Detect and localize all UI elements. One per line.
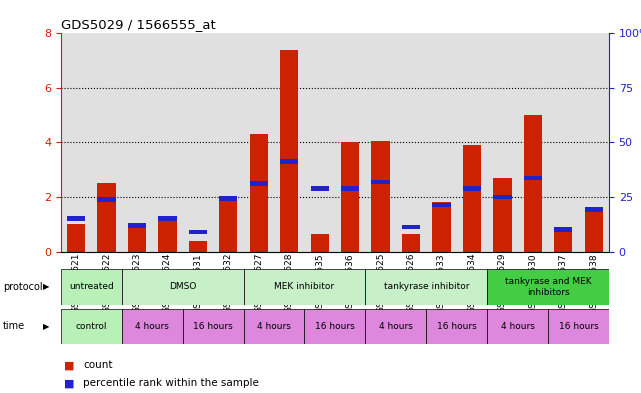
Bar [61, 309, 122, 344]
Bar [548, 33, 578, 252]
Bar [219, 196, 237, 252]
Bar [97, 184, 116, 252]
Bar [244, 269, 365, 305]
Bar [585, 207, 603, 211]
Text: 4 hours: 4 hours [257, 322, 291, 331]
Bar [371, 180, 390, 184]
Bar [341, 187, 359, 191]
Bar [463, 145, 481, 252]
Bar [280, 50, 298, 252]
Bar [304, 33, 335, 252]
Bar [304, 309, 365, 344]
Text: ■: ■ [64, 378, 74, 388]
Bar [548, 309, 609, 344]
Text: ▶: ▶ [43, 283, 49, 291]
Bar [128, 223, 146, 228]
Bar [493, 195, 512, 199]
Bar [183, 309, 244, 344]
Bar [61, 269, 122, 305]
Bar [341, 142, 359, 252]
Text: 16 hours: 16 hours [193, 322, 233, 331]
Bar [92, 33, 122, 252]
Text: protocol: protocol [3, 282, 43, 292]
Bar [518, 33, 548, 252]
Bar [122, 269, 244, 305]
Bar [280, 159, 298, 164]
Text: tankyrase and MEK
inhibitors: tankyrase and MEK inhibitors [504, 277, 592, 297]
Bar [396, 33, 426, 252]
Text: 16 hours: 16 hours [437, 322, 477, 331]
Bar [402, 225, 420, 229]
Text: 4 hours: 4 hours [379, 322, 413, 331]
Text: DMSO: DMSO [169, 283, 196, 291]
Bar [554, 228, 572, 232]
Bar [365, 269, 487, 305]
Bar [67, 224, 85, 252]
Text: 16 hours: 16 hours [558, 322, 599, 331]
Bar [244, 33, 274, 252]
Bar [554, 227, 572, 252]
Text: percentile rank within the sample: percentile rank within the sample [83, 378, 259, 388]
Bar [493, 178, 512, 252]
Text: GDS5029 / 1566555_at: GDS5029 / 1566555_at [61, 18, 215, 31]
Bar [432, 202, 451, 252]
Bar [122, 309, 183, 344]
Bar [274, 33, 304, 252]
Bar [426, 309, 487, 344]
Bar [487, 269, 609, 305]
Bar [61, 33, 92, 252]
Bar [128, 224, 146, 252]
Bar [188, 241, 207, 252]
Bar [524, 115, 542, 252]
Bar [188, 230, 207, 234]
Bar [67, 217, 85, 221]
Text: ▶: ▶ [43, 322, 49, 331]
Bar [487, 33, 518, 252]
Bar [310, 234, 329, 252]
Bar [578, 33, 609, 252]
Text: count: count [83, 360, 113, 371]
Text: control: control [76, 322, 107, 331]
Bar [158, 217, 176, 221]
Bar [585, 208, 603, 252]
Text: untreated: untreated [69, 283, 113, 291]
Text: 4 hours: 4 hours [135, 322, 169, 331]
Bar [122, 33, 153, 252]
Bar [487, 309, 548, 344]
Bar [249, 134, 268, 252]
Bar [371, 141, 390, 252]
Bar [183, 33, 213, 252]
Text: ■: ■ [64, 360, 74, 371]
Bar [244, 309, 304, 344]
Bar [426, 33, 456, 252]
Text: MEK inhibitor: MEK inhibitor [274, 283, 335, 291]
Bar [365, 309, 426, 344]
Bar [432, 203, 451, 208]
Bar [153, 33, 183, 252]
Bar [365, 33, 396, 252]
Bar [402, 234, 420, 252]
Bar [335, 33, 365, 252]
Text: time: time [3, 321, 26, 331]
Bar [219, 196, 237, 201]
Bar [310, 187, 329, 191]
Bar [97, 197, 116, 202]
Bar [463, 187, 481, 191]
Text: 4 hours: 4 hours [501, 322, 535, 331]
Text: 16 hours: 16 hours [315, 322, 355, 331]
Bar [158, 219, 176, 252]
Bar [456, 33, 487, 252]
Bar [249, 181, 268, 185]
Bar [213, 33, 244, 252]
Bar [524, 176, 542, 180]
Text: tankyrase inhibitor: tankyrase inhibitor [383, 283, 469, 291]
